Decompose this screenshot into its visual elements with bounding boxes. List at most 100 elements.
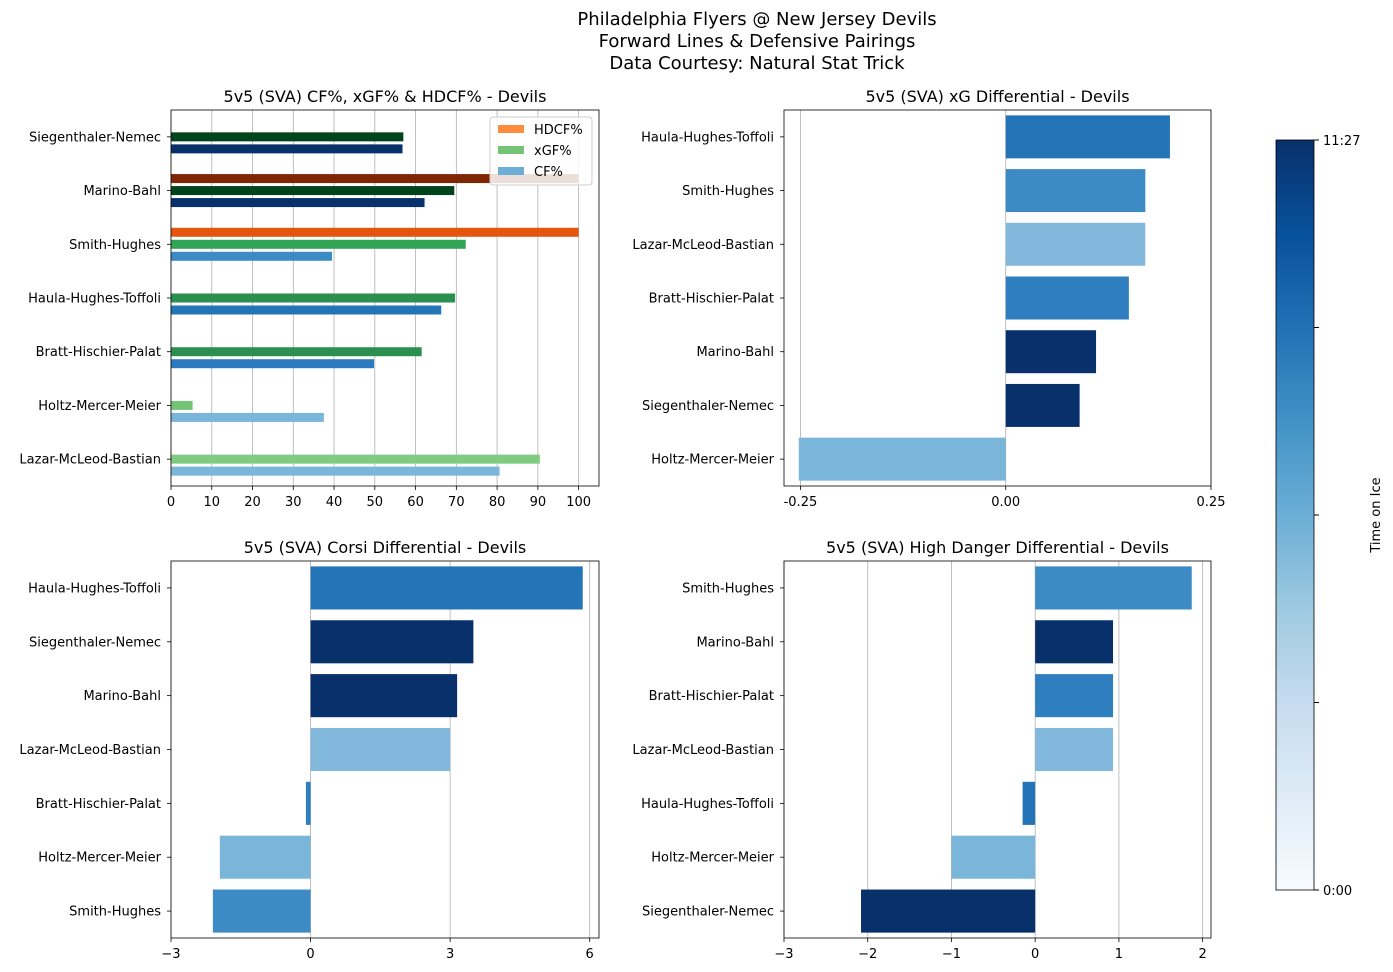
y-tick-label: Bratt-Hischier-Palat <box>649 689 774 704</box>
y-tick-label: Marino-Bahl <box>696 635 774 650</box>
bar <box>1005 383 1080 427</box>
x-tick-label: 30 <box>285 495 302 510</box>
bar-xgf-pct <box>171 186 455 196</box>
colorbar-min-label: 0:00 <box>1323 884 1352 899</box>
bar <box>310 674 458 718</box>
x-tick-label: 80 <box>489 495 506 510</box>
x-tick-label: 40 <box>326 495 343 510</box>
bar <box>1022 781 1036 825</box>
panel-title: 5v5 (SVA) xG Differential - Devils <box>865 87 1129 106</box>
y-tick-label: Holtz-Mercer-Meier <box>38 851 161 866</box>
colorbar-axis-label: Time on Ice <box>1369 477 1384 553</box>
bar-cf-pct <box>171 251 333 261</box>
y-tick-label: Marino-Bahl <box>83 184 161 199</box>
bar <box>951 835 1036 879</box>
y-tick-label: Siegenthaler-Nemec <box>642 905 774 920</box>
x-tick-label: 60 <box>407 495 424 510</box>
bar-cf-pct <box>171 466 500 476</box>
bar <box>798 437 1006 481</box>
bar <box>861 889 1036 933</box>
bar-xgf-pct <box>171 454 540 464</box>
x-tick-label: −2 <box>858 947 877 962</box>
y-tick-label: Siegenthaler-Nemec <box>29 635 161 650</box>
panel-title: 5v5 (SVA) High Danger Differential - Dev… <box>826 538 1169 557</box>
bar-xgf-pct <box>171 239 466 249</box>
y-tick-label: Marino-Bahl <box>83 689 161 704</box>
y-tick-label: Haula-Hughes-Toffoli <box>28 581 161 596</box>
y-tick-label: Lazar-McLeod-Bastian <box>632 238 774 253</box>
panel-corsi-differential: 5v5 (SVA) Corsi Differential - Devils Hau… <box>19 538 600 962</box>
x-tick-label: 3 <box>446 947 454 962</box>
panel-title: 5v5 (SVA) Corsi Differential - Devils <box>244 538 527 557</box>
colorbar: 11:27 0:00 Time on Ice <box>1275 134 1384 899</box>
legend-swatch <box>498 167 524 175</box>
bar-cf-pct <box>171 359 374 369</box>
panel-cf-xgf-hdcf: 5v5 (SVA) CF%, xGF% & HDCF% - Devils Sieg… <box>19 87 600 510</box>
figure-title-line-2: Forward Lines & Defensive Pairings <box>599 31 916 52</box>
y-tick-label: Smith-Hughes <box>682 184 774 199</box>
bar <box>305 781 311 825</box>
bar-xgf-pct <box>171 132 404 142</box>
y-tick-label: Siegenthaler-Nemec <box>29 130 161 145</box>
bar <box>1035 674 1114 718</box>
y-tick-label: Bratt-Hischier-Palat <box>36 797 161 812</box>
legend-swatch <box>498 146 524 154</box>
bar <box>1035 727 1114 772</box>
bar <box>1005 115 1170 159</box>
x-tick-label: 50 <box>367 495 384 510</box>
bar-cf-pct <box>171 198 425 208</box>
y-tick-label: Smith-Hughes <box>682 581 774 596</box>
legend-label: xGF% <box>534 144 572 159</box>
axes-frame <box>783 109 1212 487</box>
bar <box>310 566 583 610</box>
x-tick-label: 6 <box>586 947 594 962</box>
bar-cf-pct <box>171 144 403 154</box>
bar <box>219 835 311 879</box>
bar-cf-pct <box>171 305 442 315</box>
bar <box>1005 330 1097 374</box>
legend-swatch <box>498 125 524 133</box>
bar <box>1035 566 1192 610</box>
x-tick-label: 20 <box>244 495 261 510</box>
y-tick-label: Marino-Bahl <box>696 345 774 360</box>
x-tick-label: 70 <box>448 495 465 510</box>
y-tick-label: Bratt-Hischier-Palat <box>36 345 161 360</box>
axes-frame <box>783 560 1212 939</box>
x-tick-label: −1 <box>942 947 961 962</box>
x-tick-label: 0.00 <box>991 495 1020 510</box>
bar-hdcf-pct <box>171 174 579 184</box>
colorbar-max-label: 11:27 <box>1323 134 1360 149</box>
panel-title: 5v5 (SVA) CF%, xGF% & HDCF% - Devils <box>224 87 547 106</box>
figure-title-line-3: Data Courtesy: Natural Stat Trick <box>609 53 905 74</box>
y-tick-label: Lazar-McLeod-Bastian <box>632 743 774 758</box>
bar <box>310 727 451 772</box>
x-tick-label: 90 <box>530 495 547 510</box>
x-tick-label: 0 <box>1031 947 1039 962</box>
x-tick-label: -0.25 <box>784 495 818 510</box>
x-tick-label: 10 <box>203 495 220 510</box>
bar-xgf-pct <box>171 400 193 410</box>
y-tick-label: Bratt-Hischier-Palat <box>649 292 774 307</box>
y-tick-label: Lazar-McLeod-Bastian <box>19 743 161 758</box>
x-tick-label: 0 <box>306 947 314 962</box>
y-tick-label: Haula-Hughes-Toffoli <box>641 130 774 145</box>
figure-title-line-1: Philadelphia Flyers @ New Jersey Devils <box>577 9 936 30</box>
bar <box>212 889 311 933</box>
y-tick-label: Smith-Hughes <box>69 905 161 920</box>
legend-label: HDCF% <box>534 123 583 138</box>
y-tick-label: Smith-Hughes <box>69 238 161 253</box>
colorbar-gradient <box>1275 139 1315 891</box>
panel-xg-differential: 5v5 (SVA) xG Differential - Devils Haula-… <box>632 87 1225 510</box>
y-tick-label: Lazar-McLeod-Bastian <box>19 453 161 468</box>
y-tick-label: Haula-Hughes-Toffoli <box>28 292 161 307</box>
x-tick-label: 1 <box>1115 947 1123 962</box>
x-tick-label: 100 <box>566 495 591 510</box>
y-tick-label: Haula-Hughes-Toffoli <box>641 797 774 812</box>
bar-cf-pct <box>171 412 324 422</box>
y-tick-label: Holtz-Mercer-Meier <box>38 399 161 414</box>
y-tick-label: Holtz-Mercer-Meier <box>651 453 774 468</box>
bar <box>1005 276 1129 320</box>
legend-label: CF% <box>534 165 563 180</box>
y-tick-label: Siegenthaler-Nemec <box>642 399 774 414</box>
